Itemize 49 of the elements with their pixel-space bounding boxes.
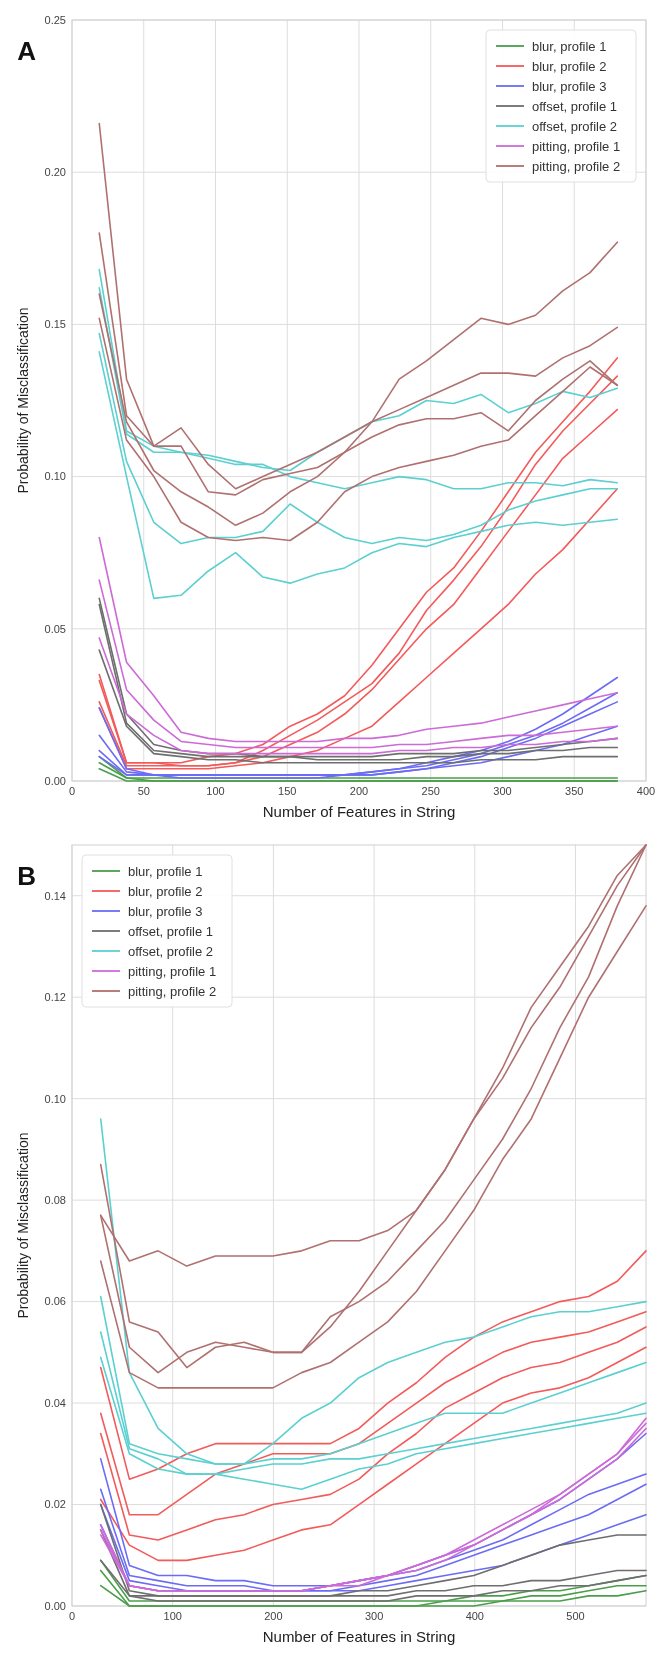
x-tick-label: 350 [565, 785, 584, 797]
legend-label: blur, profile 3 [532, 78, 607, 94]
legend-label: pitting, profile 2 [128, 983, 217, 999]
x-tick-label: 200 [349, 785, 369, 797]
y-tick-label: 0.00 [44, 1599, 66, 1612]
legend-label: pitting, profile 1 [128, 963, 217, 979]
y-tick-label: 0.12 [44, 991, 66, 1004]
legend-label: blur, profile 2 [532, 58, 607, 74]
x-tick-label: 50 [137, 785, 150, 797]
x-tick-label: 300 [493, 785, 512, 797]
y-tick-label: 0.10 [44, 470, 66, 483]
y-tick-label: 0.25 [44, 13, 66, 26]
y-tick-label: 0.08 [44, 1193, 66, 1206]
x-tick-label: 500 [566, 1610, 585, 1622]
x-tick-label: 0 [68, 1610, 76, 1622]
legend-label: blur, profile 2 [128, 883, 203, 899]
x-tick-label: 400 [465, 1610, 484, 1622]
y-tick-label: 0.20 [44, 166, 66, 179]
text: B [17, 861, 36, 891]
legend-label: pitting, profile 2 [532, 158, 621, 174]
text: A [17, 36, 37, 66]
x-tick-label: 150 [278, 785, 297, 797]
y-tick-label: 0.02 [44, 1498, 66, 1511]
legend-label: offset, profile 2 [532, 118, 618, 134]
x-tick-label: 0 [68, 785, 76, 797]
x-axis-title: Number of Features in String [262, 803, 456, 820]
y-tick-label: 0.06 [44, 1295, 66, 1308]
y-axis-title: Probability of Misclassification [15, 307, 31, 494]
x-tick-label: 300 [364, 1610, 384, 1622]
x-axis-title: Number of Features in String [262, 1628, 456, 1645]
legend-label: offset, profile 2 [128, 943, 214, 959]
x-tick-label: 100 [163, 1610, 182, 1622]
y-tick-label: 0.05 [44, 622, 66, 635]
legend-label: offset, profile 1 [532, 98, 618, 114]
y-tick-label: 0.10 [44, 1092, 66, 1105]
legend-label: offset, profile 1 [128, 923, 214, 939]
y-tick-label: 0.00 [44, 774, 66, 787]
y-axis-title: Probability of Misclassification [15, 1132, 31, 1319]
legend-label: pitting, profile 1 [532, 138, 621, 154]
x-tick-label: 400 [636, 785, 656, 797]
x-tick-label: 250 [421, 785, 440, 797]
y-tick-label: 0.14 [44, 889, 66, 902]
legend-label: blur, profile 3 [128, 903, 203, 919]
legend-label: blur, profile 1 [532, 38, 607, 54]
x-tick-label: 100 [206, 785, 225, 797]
x-tick-label: 200 [264, 1610, 283, 1622]
y-tick-label: 0.15 [44, 318, 66, 331]
legend-label: blur, profile 1 [128, 863, 203, 879]
y-tick-label: 0.04 [44, 1396, 66, 1409]
